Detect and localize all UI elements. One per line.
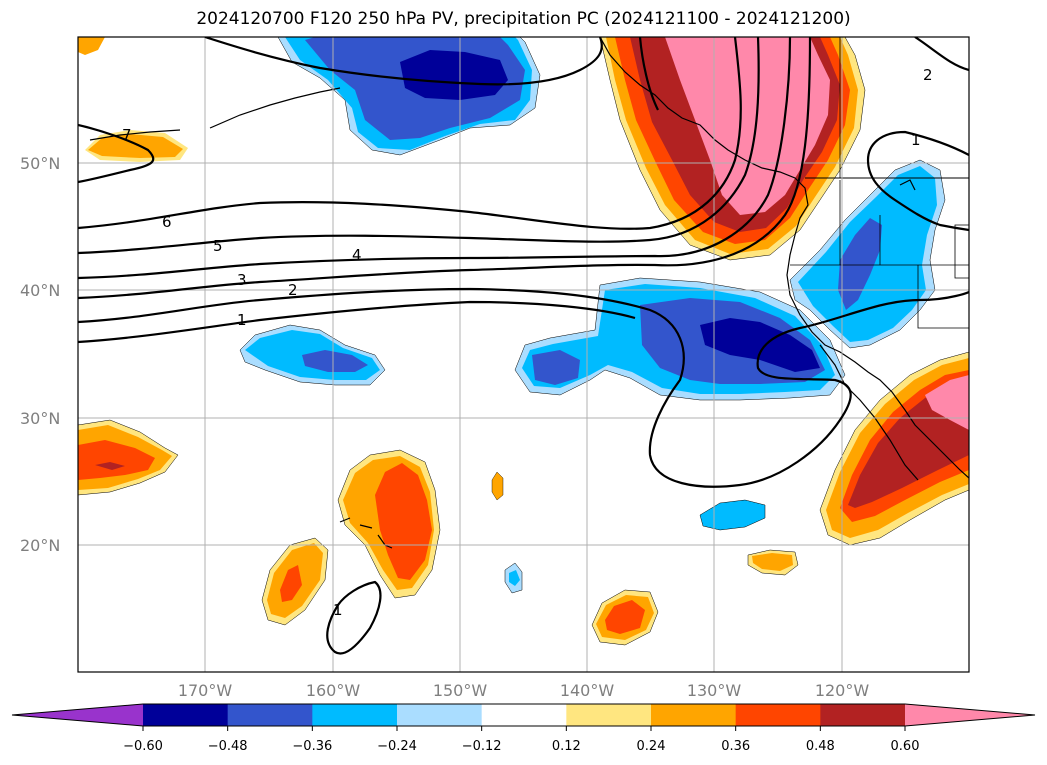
lat-label: 30°N [20,409,60,428]
lon-label: 150°W [433,681,488,700]
lon-label: 120°W [815,681,870,700]
colorbar-tick-label: −0.60 [123,739,163,754]
colorbar: −0.60 −0.48 −0.36 −0.24 −0.12 0.12 0.24 0.36 0.4… [11,703,1036,754]
lon-label: 130°W [687,681,742,700]
lon-label: 160°W [306,681,361,700]
colorbar-segment [143,704,229,726]
colorbar-segment [566,704,652,726]
contour-label: 1 [333,601,343,619]
lon-label: 170°W [178,681,233,700]
colorbar-tick-label: 0.60 [891,739,920,754]
lon-label: 140°W [560,681,615,700]
map-panel: 6 5 4 3 2 1 2 1 1 7 [78,37,969,672]
colorbar-segment [312,704,398,726]
colorbar-tick-label: −0.48 [208,739,248,754]
colorbar-tick-label: 0.36 [721,739,750,754]
colorbar-extend-low [12,704,143,726]
colorbar-segment [481,704,567,726]
colorbar-tick-label: −0.36 [292,739,332,754]
colorbar-tick-label: −0.12 [462,739,502,754]
contour-label: 2 [923,66,933,84]
precip-shading [78,37,969,646]
contour-label: 7 [122,126,132,144]
latitude-labels: 50°N 40°N 30°N 20°N [20,154,60,555]
contour-label: 6 [162,213,172,231]
colorbar-segment [397,704,483,726]
colorbar-tick-label: 0.24 [637,739,666,754]
colorbar-tick-label: 0.48 [806,739,835,754]
colorbar-tick-label: 0.12 [552,739,581,754]
colorbar-segment [820,704,906,726]
colorbar-extend-high [905,704,1035,726]
pv-contour-labels: 6 5 4 3 2 1 2 1 1 7 [122,66,933,619]
contour-label: 3 [237,271,247,289]
colorbar-segment [227,704,313,726]
lat-label: 20°N [20,536,60,555]
colorbar-segment [651,704,737,726]
contour-label: 1 [911,131,921,149]
map-title: 2024120700 F120 250 hPa PV, precipitatio… [196,9,851,29]
pv-contours [78,37,969,655]
graticule [78,37,969,672]
coastlines [89,37,969,549]
lat-label: 40°N [20,281,60,300]
contour-label: 1 [237,311,247,329]
map-frame [77,36,970,673]
longitude-labels: 170°W 160°W 150°W 140°W 130°W 120°W [178,681,870,700]
colorbar-segment [735,704,821,726]
lat-label: 50°N [20,154,60,173]
contour-label: 5 [213,237,223,255]
contour-label: 4 [352,246,362,264]
colorbar-tick-label: −0.24 [377,739,417,754]
contour-label: 2 [288,281,298,299]
